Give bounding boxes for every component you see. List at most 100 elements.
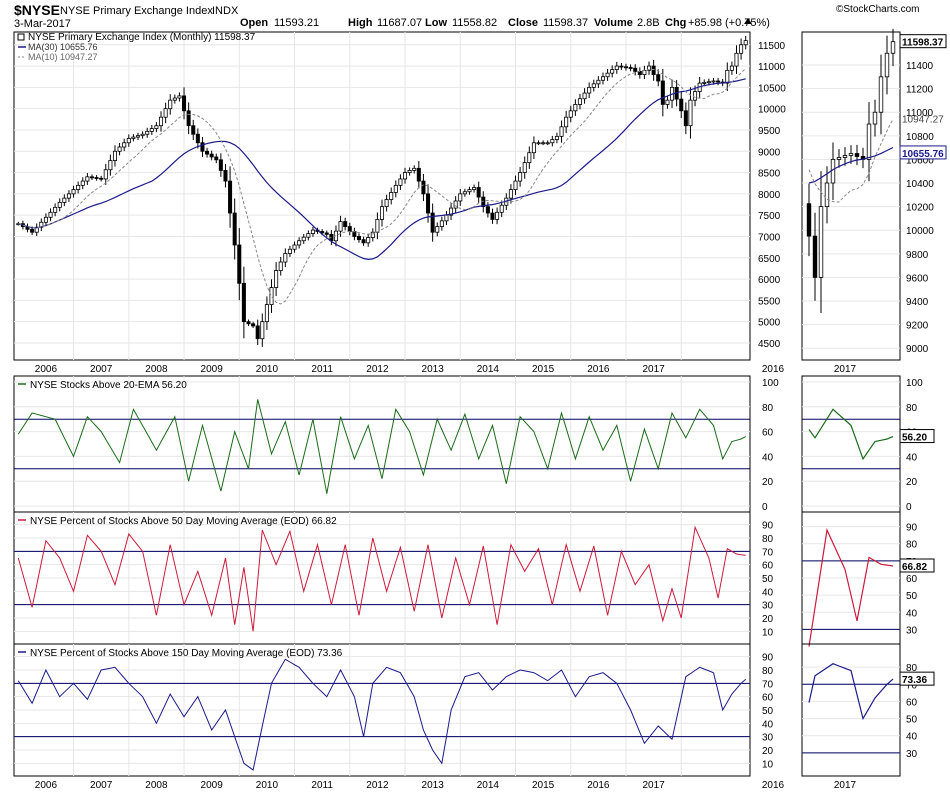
zoom-breadth-tick-label: 50: [906, 591, 918, 602]
candle-body: [251, 323, 256, 327]
high-label: High: [348, 17, 373, 29]
candle-body: [186, 110, 191, 127]
candle-body: [209, 153, 214, 158]
bottom-x-tick-label: 2009: [201, 780, 224, 791]
price-tick-label: 10500: [758, 83, 786, 94]
zoom-tick-label: 9000: [906, 344, 929, 355]
zoom-breadth-tick-label: 100: [906, 378, 923, 389]
candle-body: [490, 212, 495, 220]
zoom-tick-label: 9200: [906, 321, 929, 332]
breadth-tick-label: 50: [762, 574, 774, 585]
zoom-tick-label: 10000: [906, 226, 934, 237]
zoom-breadth-tick-label: 50: [906, 715, 918, 726]
candle-body: [444, 214, 449, 222]
zoom-breadth-tick-label: 60: [906, 574, 918, 585]
price-tick-label: 5000: [758, 318, 781, 329]
high-value: 11687.07: [377, 17, 422, 29]
candle-body: [352, 231, 357, 237]
zoom-tick-label: 9600: [906, 273, 929, 284]
breadth-last-value: 56.20: [902, 433, 927, 444]
candle-body: [739, 44, 744, 54]
candle-body: [292, 244, 297, 250]
breadth-title: NYSE Percent of Stocks Above 150 Day Mov…: [30, 648, 343, 659]
candle-body: [255, 325, 260, 340]
candle-body: [306, 233, 311, 238]
volume-value: 2.8B: [637, 17, 660, 29]
candle-body: [287, 248, 292, 254]
candle-body: [890, 41, 896, 54]
candle-body: [614, 65, 619, 71]
zoom-breadth-line: [808, 663, 894, 721]
candle-body: [527, 152, 532, 164]
zoom-tick-label: 10400: [906, 179, 934, 190]
breadth-tick-label: 10: [762, 759, 774, 770]
price-tick-label: 11000: [758, 62, 786, 73]
candle-body: [154, 125, 159, 129]
price-tick-label: 8500: [758, 169, 781, 180]
candle-body: [168, 99, 173, 110]
breadth-tick-label: 100: [762, 378, 779, 389]
price-tick-label: 6000: [758, 275, 781, 286]
chg-value: +85.98 (+0.75%): [688, 17, 770, 29]
candle-body: [62, 197, 67, 203]
candle-body: [80, 180, 85, 186]
candle-body: [205, 150, 210, 155]
candle-body: [214, 156, 219, 161]
candle-body: [407, 170, 412, 173]
candle-body: [416, 167, 421, 182]
candle-body: [568, 110, 573, 118]
last-price-tag-box: [899, 34, 947, 49]
candle-body: [347, 226, 352, 232]
candle-body: [76, 184, 81, 191]
bottom-x-tick-label: 2010: [256, 780, 279, 791]
candle-body: [269, 287, 274, 306]
ma30-tag-box: [899, 145, 947, 160]
candle-body: [536, 142, 541, 145]
zoom-breadth-tick-label: 60: [906, 697, 918, 708]
candle-body: [172, 97, 177, 101]
breadth-last-box: [899, 429, 935, 444]
breadth-tick-label: 10: [762, 627, 774, 638]
candle-body: [531, 142, 536, 154]
breadth-tick-label: 60: [762, 428, 774, 439]
candle-body: [99, 177, 104, 180]
bottom-x-tick-label: 2012: [366, 780, 389, 791]
candle-body: [403, 172, 408, 180]
zoom-tick-label: 9400: [906, 297, 929, 308]
candle-body: [108, 160, 113, 171]
candle-body: [177, 95, 182, 99]
candle-body: [370, 231, 375, 238]
x-tick-label: 2014: [477, 364, 500, 375]
breadth-line: [17, 658, 747, 771]
candle-body: [71, 189, 76, 195]
zoom-frame: [801, 31, 901, 361]
bottom-x-tick-label: 2014: [477, 780, 500, 791]
bottom-x-tick-label: 2007: [90, 780, 113, 791]
price-tick-label: 5500: [758, 296, 781, 307]
x-tick-label: 2009: [201, 364, 224, 375]
candle-body: [301, 236, 306, 242]
zoom-tick-label: 11200: [906, 85, 934, 96]
candle-body: [472, 187, 477, 191]
zoom-tick-label: 11400: [906, 61, 934, 72]
candle-body: [218, 159, 223, 171]
candle-body: [702, 82, 707, 84]
candle-body: [656, 74, 661, 82]
candle-body: [596, 79, 601, 85]
candle-body: [57, 201, 62, 208]
x-tick-label: 2008: [145, 364, 168, 375]
candle-body: [577, 98, 582, 105]
brand-logo[interactable]: ©StockCharts.com: [836, 4, 920, 15]
volume-label: Volume: [594, 17, 633, 29]
candle-body: [628, 67, 633, 69]
candle-body: [343, 221, 348, 227]
candle-body: [195, 133, 200, 144]
bottom-x-tick-label: 2006: [35, 780, 58, 791]
candle-body: [633, 67, 638, 72]
candle-body: [600, 76, 605, 81]
candle-body: [485, 206, 490, 214]
candle-body: [559, 126, 564, 137]
candle-body: [679, 98, 684, 112]
candle-body: [824, 182, 830, 208]
price-tick-label: 8000: [758, 190, 781, 201]
